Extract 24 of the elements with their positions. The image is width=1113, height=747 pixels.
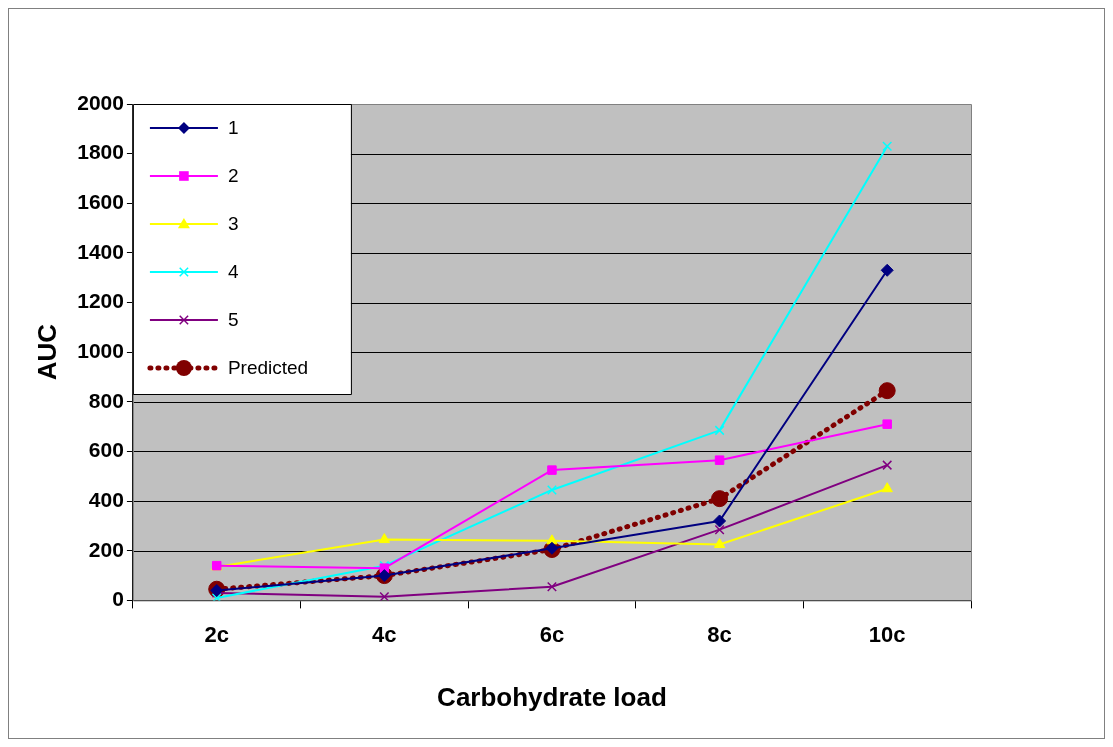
- y-tick-label: 1600: [77, 190, 124, 214]
- legend-label: 3: [227, 213, 239, 235]
- x-tick-label: 8c: [707, 621, 732, 647]
- y-tick-label: 1200: [77, 289, 124, 313]
- legend-label: 1: [227, 117, 239, 139]
- y-axis-title: AUC: [31, 323, 62, 381]
- legend-label: 2: [227, 165, 239, 187]
- legend-label: 5: [227, 309, 239, 331]
- x-tick-label: 4c: [372, 621, 397, 647]
- y-tick-label: 400: [88, 487, 124, 511]
- y-tick-label: 0: [112, 587, 124, 611]
- legend-label: 4: [227, 261, 239, 283]
- x-tick-label: 10c: [868, 621, 906, 647]
- y-tick-label: 1000: [77, 339, 124, 362]
- x-axis-title: Carbohydrate load: [437, 681, 667, 712]
- x-tick-label: 2c: [204, 621, 229, 647]
- y-tick-label: 800: [88, 388, 124, 412]
- y-tick-label: 600: [88, 438, 124, 462]
- y-tick-label: 200: [88, 537, 124, 561]
- x-tick-label: 6c: [539, 621, 565, 647]
- y-tick-label: 2000: [77, 90, 124, 114]
- y-tick-label: 1400: [77, 239, 124, 263]
- y-tick-label: 1800: [77, 140, 124, 164]
- legend-label: Predicted: [227, 357, 309, 379]
